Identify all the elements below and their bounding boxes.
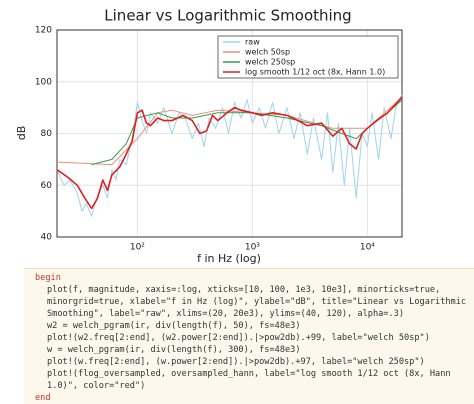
x-tick-label: 10⁴ — [360, 243, 375, 253]
plot-frame — [56, 29, 403, 238]
x-tick-label: 10³ — [245, 243, 260, 253]
chart: Linear vs Logarithmic Smoothing dB f in … — [15, 7, 403, 265]
series-line — [56, 96, 403, 166]
legend-label: welch 250sp — [245, 58, 295, 67]
legend-box — [217, 35, 399, 79]
code-line: w2 = welch_pgram(ir, div(length(f), 50),… — [47, 321, 301, 331]
code-line: w = welch_pgram(ir, div(length(f), 300),… — [47, 345, 301, 355]
code-line: minorgrid=true, xlabel="f in Hz (log)", … — [47, 297, 467, 307]
code-keyword: begin — [35, 273, 61, 283]
code-line: plot!(w.freq[2:end], (w.power[2:end]).|>… — [47, 357, 425, 367]
code-line: 1.0)", color="red") — [47, 381, 146, 391]
y-tick-label: 60 — [41, 181, 53, 191]
code-cell[interactable]: begin plot(f, magnitude, xaxis=:log, xtic… — [24, 268, 474, 404]
code-line: plot(f, magnitude, xaxis=:log, xticks=[1… — [47, 285, 441, 295]
y-axis-label: dB — [15, 126, 28, 141]
code-keyword: end — [35, 393, 51, 403]
legend-label: welch 50sp — [245, 48, 290, 57]
code-line: plot!(flog_oversampled, oversampled_hann… — [47, 369, 451, 379]
y-tick-label: 120 — [35, 26, 52, 36]
y-tick-label: 100 — [35, 77, 52, 87]
x-axis-label: f in Hz (log) — [197, 252, 261, 265]
y-tick-label: 80 — [41, 129, 53, 139]
chart-title: Linear vs Logarithmic Smoothing — [104, 7, 351, 25]
y-tick-label: 40 — [41, 233, 53, 243]
legend-label: raw — [245, 38, 260, 47]
series-line — [56, 96, 403, 210]
code-line: plot!(w2.freq[2:end], (w2.power[2:end]).… — [47, 333, 430, 343]
code-line: Smoothing", label="raw", xlims=(20, 20e3… — [47, 309, 404, 319]
legend-label: log smooth 1/12 oct (8x, Hann 1.0) — [245, 68, 385, 77]
x-tick-label: 10² — [130, 243, 145, 253]
